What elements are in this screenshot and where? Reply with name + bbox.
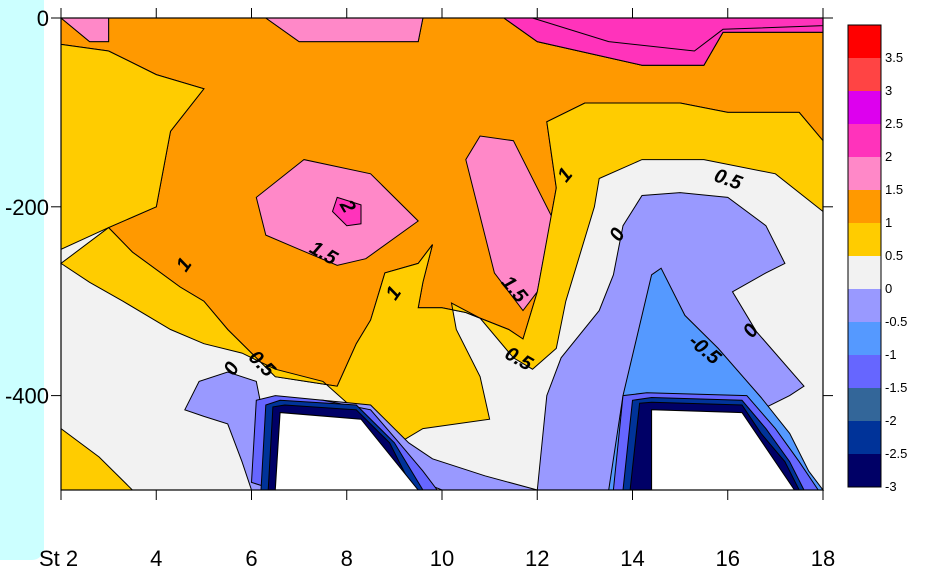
legend-label: 3: [885, 83, 892, 98]
legend-swatch: [848, 256, 881, 289]
x-axis: St 2 4 6 8 10 12 14 16 18: [39, 8, 835, 571]
legend-swatch: [848, 190, 881, 223]
legend-swatch: [848, 58, 881, 91]
legend-label: 0: [885, 281, 892, 296]
contour-fill-group: [59, 16, 825, 491]
legend-swatch: [848, 124, 881, 157]
legend-label: -2.5: [885, 446, 907, 461]
legend-swatch: [848, 322, 881, 355]
legend-label: 3.5: [885, 50, 903, 65]
x-tick-label: 4: [150, 546, 162, 571]
contour-region-8: [60, 43, 205, 251]
legend-swatch: [848, 223, 881, 256]
legend-swatch: [848, 25, 881, 58]
side-panel: [0, 0, 44, 560]
legend-label: 2: [885, 149, 892, 164]
legend-swatch: [848, 454, 881, 487]
legend-label: -2: [885, 413, 897, 428]
contour-region-6: [331, 196, 362, 227]
colorbar-legend: 3.5 3 2.5 2 1.5 1 0.5 0 -0.5 -1 -1.5 -2 -2.5 -3: [847, 24, 907, 494]
legend-swatch: [848, 421, 881, 454]
legend-label: -1.5: [885, 380, 907, 395]
legend-border: [847, 24, 882, 488]
contour-region-7: [465, 135, 553, 312]
y-tick-label: -200: [5, 195, 49, 220]
legend-label: 1.5: [885, 182, 903, 197]
legend-label: 2.5: [885, 116, 903, 131]
legend-swatch: [848, 355, 881, 388]
y-tick-label: 0: [37, 6, 49, 31]
x-tick-label: 10: [430, 546, 454, 571]
legend-label: -1: [885, 347, 897, 362]
legend-swatch: [848, 289, 881, 322]
x-tick-label: 6: [245, 546, 257, 571]
legend-label: 0.5: [885, 248, 903, 263]
legend-swatch: [848, 91, 881, 124]
legend-swatch: [848, 157, 881, 190]
legend-label: 1: [885, 215, 892, 230]
x-tick-label: 14: [620, 546, 644, 571]
x-tick-label: 8: [341, 546, 353, 571]
y-axis: 0 -200 -400: [5, 6, 833, 409]
legend-swatch: [848, 388, 881, 421]
x-tick-label: 12: [525, 546, 549, 571]
x-tick-label: 16: [716, 546, 740, 571]
legend-label: -3: [885, 479, 897, 494]
y-tick-label: -400: [5, 384, 49, 409]
x-tick-label: St 2: [39, 546, 78, 571]
x-tick-label: 18: [811, 546, 835, 571]
legend-label: -0.5: [885, 314, 907, 329]
